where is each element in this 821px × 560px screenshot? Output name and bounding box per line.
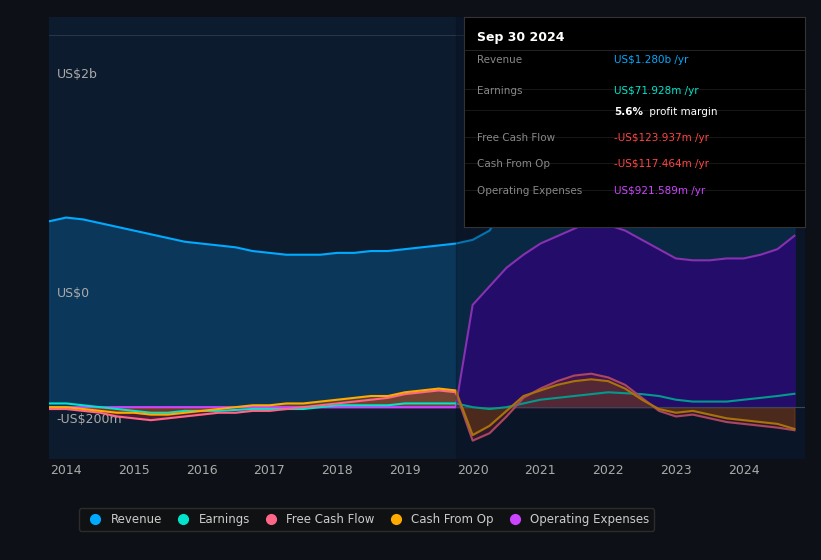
Text: -US$200m: -US$200m [57, 413, 122, 426]
Text: Revenue: Revenue [478, 55, 523, 65]
Legend: Revenue, Earnings, Free Cash Flow, Cash From Op, Operating Expenses: Revenue, Earnings, Free Cash Flow, Cash … [79, 508, 654, 531]
Text: US$71.928m /yr: US$71.928m /yr [614, 86, 699, 96]
Text: Cash From Op: Cash From Op [478, 159, 551, 169]
Bar [456, 17, 808, 459]
Text: US$1.280b /yr: US$1.280b /yr [614, 55, 688, 65]
Text: Earnings: Earnings [478, 86, 523, 96]
Text: US$0: US$0 [57, 287, 90, 300]
Text: US$921.589m /yr: US$921.589m /yr [614, 186, 705, 197]
Text: Operating Expenses: Operating Expenses [478, 186, 583, 197]
Text: Free Cash Flow: Free Cash Flow [478, 133, 556, 143]
Text: -US$117.464m /yr: -US$117.464m /yr [614, 159, 709, 169]
Text: profit margin: profit margin [646, 106, 718, 116]
Text: US$2b: US$2b [57, 68, 98, 81]
Text: -US$123.937m /yr: -US$123.937m /yr [614, 133, 709, 143]
Text: 5.6%: 5.6% [614, 106, 643, 116]
Text: Sep 30 2024: Sep 30 2024 [478, 31, 565, 44]
